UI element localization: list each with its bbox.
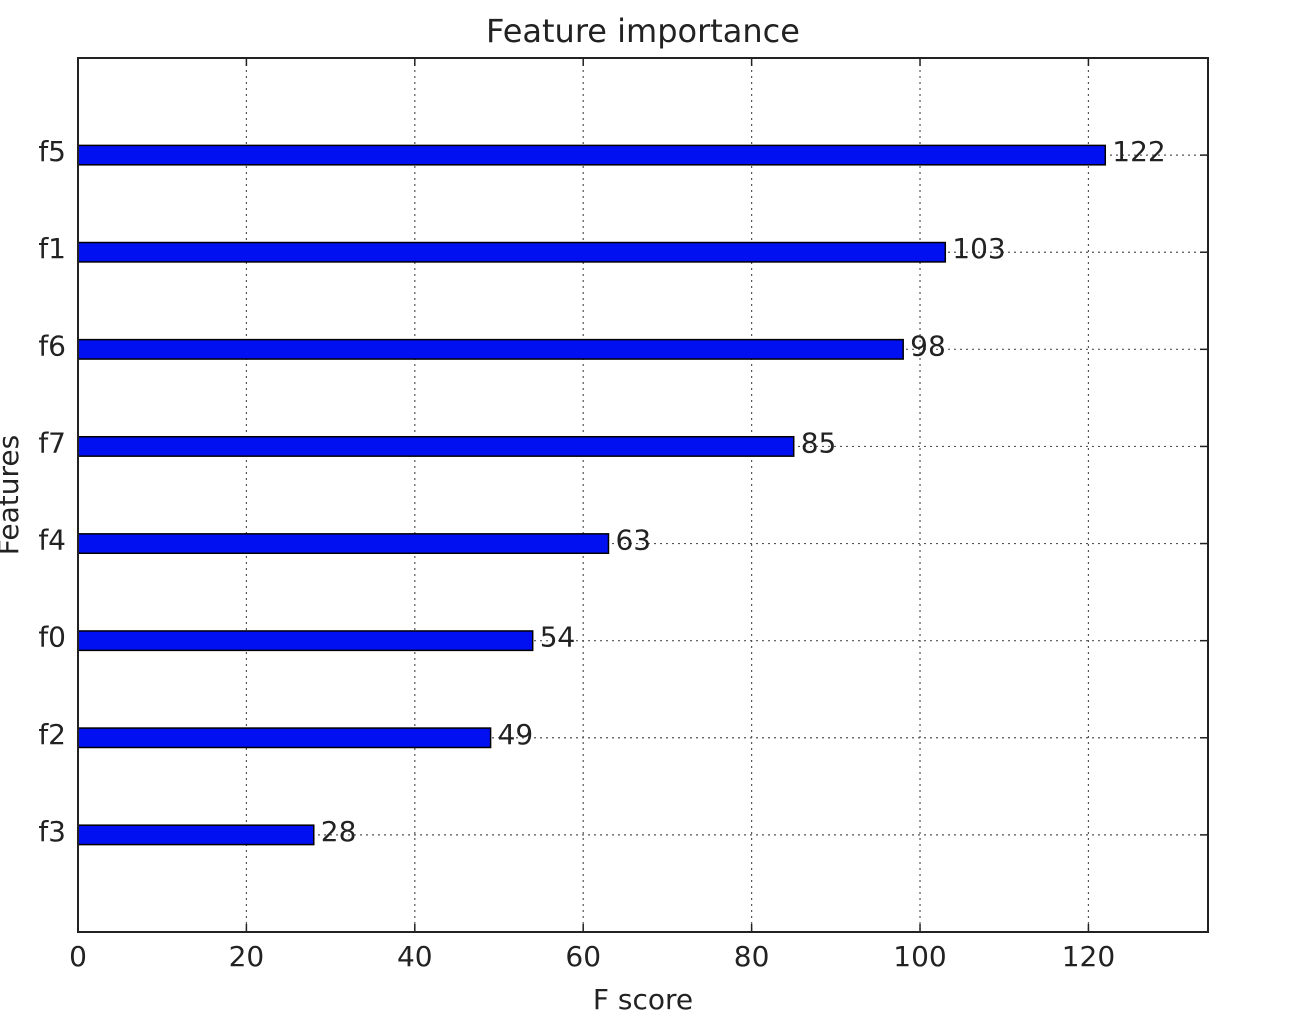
value-label: 103: [952, 232, 1005, 265]
x-tick-label: 20: [229, 940, 265, 973]
bar: [77, 241, 947, 263]
bar: [77, 533, 610, 555]
value-label: 98: [910, 329, 946, 362]
y-tick-label: f1: [38, 232, 66, 265]
y-tick-label: f5: [38, 135, 66, 168]
value-label: 85: [801, 426, 837, 459]
value-label: 122: [1112, 135, 1165, 168]
y-tick-label: f0: [38, 621, 66, 654]
y-tick-label: f4: [38, 524, 66, 557]
chart-title: Feature importance: [486, 12, 800, 50]
plot-frame: [77, 57, 1209, 933]
x-axis-label: F score: [593, 983, 693, 1016]
x-tick-label: 0: [69, 940, 87, 973]
bar: [77, 144, 1107, 166]
bar: [77, 630, 534, 652]
x-tick-label: 40: [397, 940, 433, 973]
x-tick-label: 100: [893, 940, 946, 973]
value-label: 63: [615, 524, 651, 557]
y-tick-label: f7: [38, 426, 66, 459]
bar: [77, 435, 795, 457]
bar: [77, 338, 904, 360]
value-label: 28: [321, 815, 357, 848]
x-tick-label: 60: [565, 940, 601, 973]
value-label: 49: [498, 718, 534, 751]
y-tick-label: f2: [38, 718, 66, 751]
bar: [77, 727, 492, 749]
x-tick-label: 120: [1062, 940, 1115, 973]
x-tick-label: 80: [734, 940, 770, 973]
y-tick-label: f6: [38, 329, 66, 362]
bar: [77, 824, 315, 846]
y-tick-label: f3: [38, 815, 66, 848]
value-label: 54: [540, 621, 576, 654]
y-axis-label: Features: [0, 435, 25, 555]
